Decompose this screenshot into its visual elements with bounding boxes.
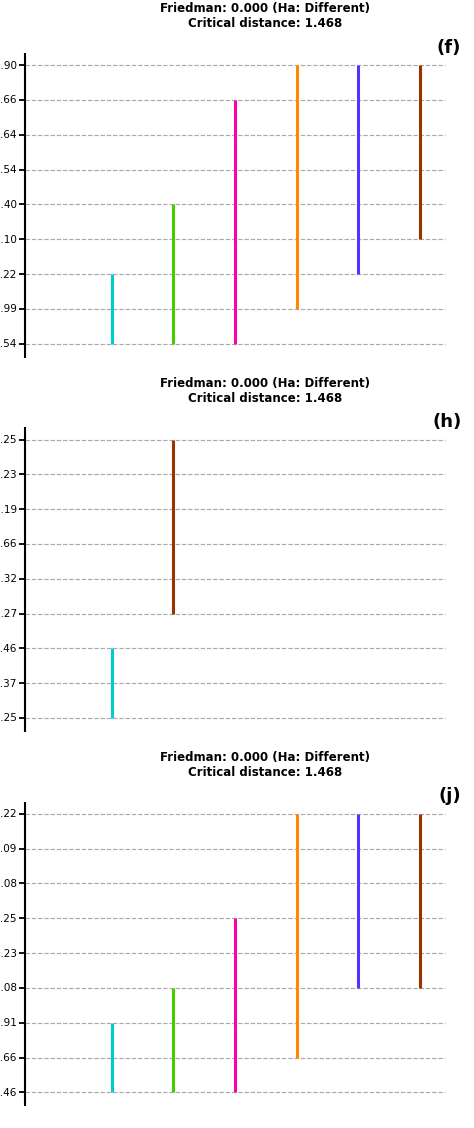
Text: dark_negative - 3.25: dark_negative - 3.25 <box>0 713 17 723</box>
Text: dark_positive - 3.54: dark_positive - 3.54 <box>0 338 17 350</box>
Text: dark_booth - 3.46: dark_booth - 3.46 <box>0 1087 17 1098</box>
Text: (j): (j) <box>439 787 461 805</box>
Text: dark_negative - 3.99: dark_negative - 3.99 <box>0 303 17 315</box>
Text: white_positive - 5.66: white_positive - 5.66 <box>0 538 17 549</box>
Text: Friedman: 0.000 (Ha: Different)
Critical distance: 1.468: Friedman: 0.000 (Ha: Different) Critical… <box>160 751 370 779</box>
Text: milk_booth - 5.40: milk_booth - 5.40 <box>0 199 17 210</box>
Text: white_negative - 5.32: white_negative - 5.32 <box>0 573 17 584</box>
Text: milk_positive - 5.90: milk_positive - 5.90 <box>0 60 17 71</box>
Text: white_booth - 6.25: white_booth - 6.25 <box>0 434 17 444</box>
Text: white_booth - 5.66: white_booth - 5.66 <box>0 95 17 105</box>
Text: (h): (h) <box>432 413 461 431</box>
Text: milk_negative - 5.54: milk_negative - 5.54 <box>0 165 17 175</box>
Text: dark_booth - 4.22: dark_booth - 4.22 <box>0 268 17 280</box>
Text: white_negative - 5.10: white_negative - 5.10 <box>0 233 17 245</box>
Text: dark_positive - 3.46: dark_positive - 3.46 <box>0 643 17 654</box>
Text: milk_negative - 6.22: milk_negative - 6.22 <box>0 809 17 819</box>
Text: milk_booth - 5.27: milk_booth - 5.27 <box>0 608 17 619</box>
Text: white_positive - 5.64: white_positive - 5.64 <box>0 130 17 140</box>
Text: dark_booth - 3.37: dark_booth - 3.37 <box>0 678 17 689</box>
Text: white_booth - 6.09: white_booth - 6.09 <box>0 844 17 854</box>
Text: Friedman: 0.000 (Ha: Different)
Critical distance: 1.468: Friedman: 0.000 (Ha: Different) Critical… <box>160 377 370 405</box>
Text: white_positive - 5.25: white_positive - 5.25 <box>0 913 17 924</box>
Text: milk_booth - 5.08: milk_booth - 5.08 <box>0 982 17 994</box>
Text: milk_positive - 6.19: milk_positive - 6.19 <box>0 504 17 514</box>
Text: Friedman: 0.000 (Ha: Different)
Critical distance: 1.468: Friedman: 0.000 (Ha: Different) Critical… <box>160 2 370 30</box>
Text: dark_positive - 3.66: dark_positive - 3.66 <box>0 1052 17 1063</box>
Text: milk_positive - 6.08: milk_positive - 6.08 <box>0 878 17 889</box>
Text: white_negative - 5.23: white_negative - 5.23 <box>0 948 17 959</box>
Text: (f): (f) <box>437 38 461 56</box>
Text: milk_negative - 6.23: milk_negative - 6.23 <box>0 469 17 479</box>
Text: dark_negative - 3.91: dark_negative - 3.91 <box>0 1017 17 1029</box>
